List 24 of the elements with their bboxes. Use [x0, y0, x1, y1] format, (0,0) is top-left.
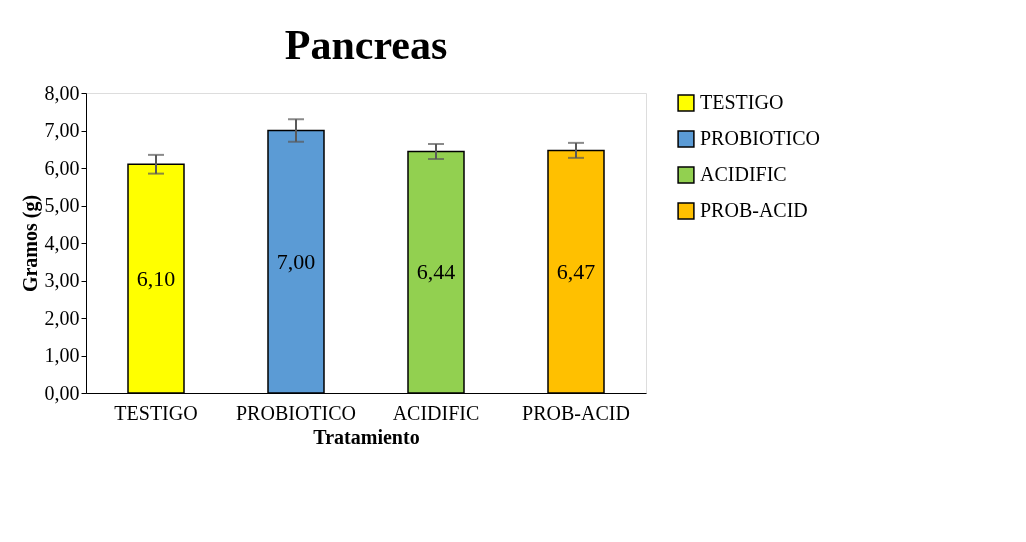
- y-tick-label: 0,00: [44, 381, 80, 404]
- y-tick-label: 6,00: [44, 156, 80, 179]
- data-label: 6,47: [556, 258, 596, 284]
- legend-label: PROBIOTICO: [700, 127, 821, 149]
- y-tick-label: 3,00: [44, 269, 80, 291]
- legend-label: PROB-ACID: [700, 199, 808, 221]
- legend-label: TESTIGO: [700, 91, 784, 113]
- y-tick-label: 7,00: [44, 119, 80, 141]
- x-tick-label: ACIDIFIC: [392, 401, 480, 424]
- x-tick-label: PROB-ACID: [522, 401, 630, 424]
- data-label: 7,00: [276, 248, 316, 274]
- x-tick-label: TESTIGO: [114, 401, 198, 424]
- x-axis-title: Tratamiento: [313, 425, 420, 448]
- data-label: 6,10: [136, 265, 176, 291]
- chart-title: Pancreas: [284, 22, 448, 68]
- y-tick-label: 4,00: [44, 231, 80, 254]
- y-tick-label: 1,00: [44, 344, 80, 366]
- y-tick-label: 5,00: [44, 194, 80, 216]
- y-tick-label: 2,00: [44, 306, 80, 329]
- data-label: 6,44: [416, 259, 456, 285]
- y-axis-title: Gramos (g): [18, 194, 42, 293]
- y-tick-label: 8,00: [44, 81, 80, 104]
- x-tick-label: PROBIOTICO: [235, 401, 357, 424]
- legend-label: ACIDIFIC: [700, 163, 787, 185]
